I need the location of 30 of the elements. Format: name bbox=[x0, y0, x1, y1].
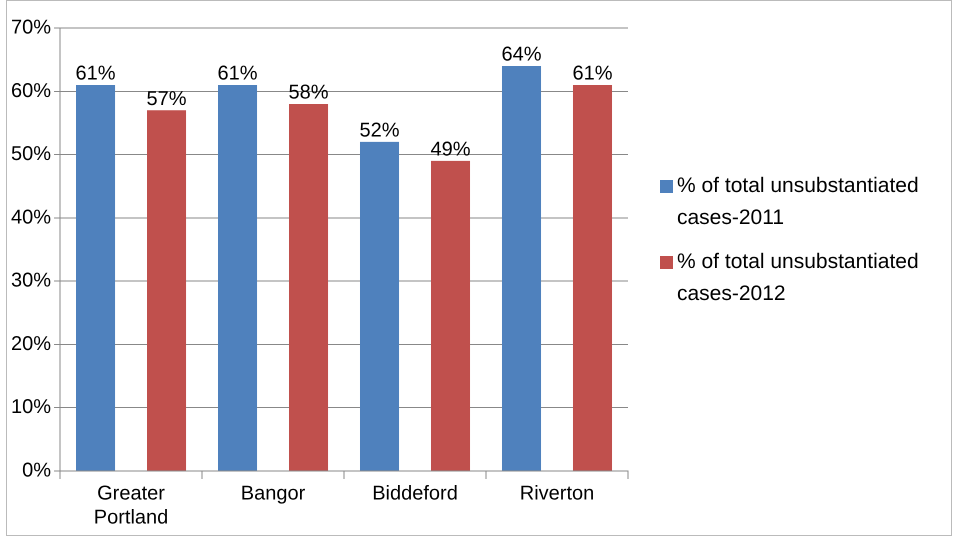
bar bbox=[572, 84, 612, 470]
data-label: 64% bbox=[501, 43, 542, 66]
bar bbox=[76, 84, 116, 470]
data-label: 61% bbox=[76, 62, 116, 84]
data-label: 61% bbox=[218, 62, 258, 84]
data-label: 57% bbox=[146, 88, 187, 110]
x-tick-label: Biddeford bbox=[372, 482, 458, 505]
y-tick-label: 40% bbox=[11, 206, 52, 228]
y-tick-label: 60% bbox=[11, 80, 52, 102]
legend-label: % of total unsubstantiated cases-2011 bbox=[677, 173, 920, 231]
bar bbox=[430, 160, 470, 470]
x-tick-label: Greater Portland bbox=[94, 482, 168, 529]
x-tick-label: Riverton bbox=[520, 482, 594, 505]
bar bbox=[147, 110, 186, 470]
data-label: 58% bbox=[288, 81, 329, 104]
legend-label: % of total unsubstantiated cases-2012 bbox=[677, 249, 920, 307]
bar bbox=[288, 104, 328, 470]
y-tick-label: 70% bbox=[11, 16, 52, 39]
bar bbox=[502, 66, 542, 470]
data-label: 49% bbox=[430, 138, 471, 160]
bar bbox=[360, 142, 400, 470]
data-label: 52% bbox=[359, 119, 400, 142]
y-tick-label: 0% bbox=[22, 460, 52, 482]
x-tick-label: Bangor bbox=[240, 482, 306, 505]
y-tick-label: 10% bbox=[11, 396, 52, 418]
data-label: 61% bbox=[572, 62, 613, 84]
y-tick-label: 30% bbox=[11, 270, 52, 292]
y-tick-label: 20% bbox=[11, 332, 52, 355]
y-tick-label: 50% bbox=[11, 143, 52, 166]
bar bbox=[218, 84, 258, 470]
